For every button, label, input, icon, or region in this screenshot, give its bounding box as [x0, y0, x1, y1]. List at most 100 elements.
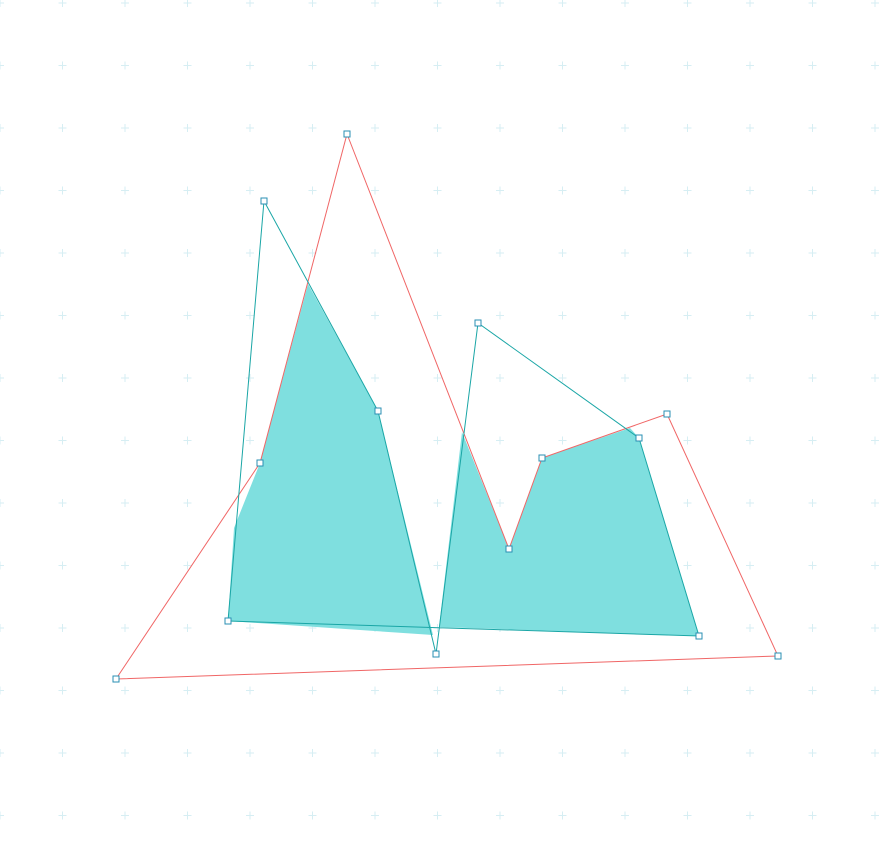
grid-cross-mark [0, 811, 4, 820]
grid-cross-mark [371, 186, 379, 195]
grid-cross-mark [433, 561, 442, 570]
grid-cross-mark [496, 61, 504, 70]
grid-cross-mark [58, 374, 67, 382]
grid-cross-mark [496, 0, 504, 7]
grid-cross-mark [871, 436, 879, 445]
grid-cross-mark [496, 436, 504, 445]
grid-cross-mark [308, 124, 317, 132]
grid-cross-mark [496, 311, 504, 320]
grid-cross-mark [746, 686, 754, 695]
grid-cross-mark [558, 61, 567, 70]
grid-cross-mark [371, 0, 379, 7]
grid-cross-mark [683, 811, 692, 820]
grid-cross-mark [558, 374, 567, 382]
background-grid [0, 0, 879, 820]
grid-cross-mark [246, 311, 254, 320]
grid-cross-mark [808, 61, 817, 70]
grid-cross-mark [0, 249, 4, 257]
grid-cross-mark [371, 61, 379, 70]
teal-polygon-vertex-handle-7[interactable] [224, 617, 232, 625]
grid-cross-mark [683, 499, 692, 507]
teal-polygon-vertex-handle-1[interactable] [260, 197, 268, 205]
grid-cross-mark [0, 624, 4, 632]
grid-cross-mark [558, 686, 567, 695]
teal-polygon-vertex-handle-5[interactable] [635, 434, 643, 442]
grid-cross-mark [246, 0, 254, 7]
grid-cross-mark [58, 624, 67, 632]
grid-cross-mark [871, 811, 879, 820]
grid-cross-mark [58, 0, 67, 7]
grid-cross-mark [121, 436, 129, 445]
grid-cross-mark [58, 186, 67, 195]
grid-cross-mark [58, 311, 67, 320]
grid-cross-mark [871, 311, 879, 320]
grid-cross-mark [183, 436, 192, 445]
grid-cross-mark [621, 249, 629, 257]
grid-cross-mark [433, 499, 442, 507]
red-polygon-vertex-handle-3[interactable] [538, 454, 546, 462]
grid-cross-mark [0, 0, 4, 7]
grid-cross-mark [871, 0, 879, 7]
grid-cross-mark [121, 624, 129, 632]
grid-cross-mark [246, 61, 254, 70]
red-polygon-vertex-handle-6[interactable] [112, 675, 120, 683]
grid-cross-mark [0, 499, 4, 507]
grid-cross-mark [683, 61, 692, 70]
grid-cross-mark [871, 624, 879, 632]
vertex-handles-layer[interactable] [112, 130, 782, 683]
grid-cross-mark [308, 686, 317, 695]
grid-cross-mark [871, 686, 879, 695]
grid-cross-mark [746, 61, 754, 70]
grid-cross-mark [621, 186, 629, 195]
grid-cross-mark [683, 374, 692, 382]
grid-cross-mark [58, 561, 67, 570]
grid-cross-mark [433, 0, 442, 7]
red-polygon-vertex-handle-1[interactable] [343, 130, 351, 138]
grid-cross-mark [808, 624, 817, 632]
grid-cross-mark [183, 561, 192, 570]
grid-cross-mark [621, 61, 629, 70]
grid-cross-mark [433, 811, 442, 820]
grid-cross-mark [496, 186, 504, 195]
grid-cross-mark [246, 374, 254, 382]
grid-cross-mark [808, 0, 817, 7]
red-polygon-vertex-handle-2[interactable] [505, 545, 513, 553]
grid-cross-mark [871, 749, 879, 757]
red-polygon-vertex-handle-5[interactable] [774, 652, 782, 660]
grid-cross-mark [58, 686, 67, 695]
grid-cross-mark [183, 186, 192, 195]
grid-cross-mark [433, 374, 442, 382]
grid-cross-mark [121, 749, 129, 757]
teal-polygon-vertex-handle-4[interactable] [474, 319, 482, 327]
red-polygon-outline [115, 132, 779, 680]
teal-polygon-vertex-handle-6[interactable] [695, 632, 703, 640]
grid-cross-mark [683, 561, 692, 570]
grid-cross-mark [246, 811, 254, 820]
grid-cross-mark [746, 811, 754, 820]
grid-cross-mark [871, 61, 879, 70]
grid-cross-mark [183, 686, 192, 695]
teal-polygon-vertex-handle-3[interactable] [432, 650, 440, 658]
grid-cross-mark [371, 811, 379, 820]
grid-cross-mark [683, 749, 692, 757]
grid-cross-mark [496, 249, 504, 257]
grid-cross-mark [58, 249, 67, 257]
grid-cross-mark [496, 811, 504, 820]
grid-cross-mark [558, 0, 567, 7]
grid-cross-mark [308, 749, 317, 757]
teal-polygon-vertex-handle-2[interactable] [374, 407, 382, 415]
grid-cross-mark [246, 124, 254, 132]
grid-cross-mark [808, 499, 817, 507]
red-polygon-vertex-handle-7[interactable] [256, 459, 264, 467]
grid-cross-mark [746, 749, 754, 757]
grid-cross-mark [433, 311, 442, 320]
grid-cross-mark [183, 124, 192, 132]
grid-cross-mark [0, 124, 4, 132]
grid-cross-mark [808, 249, 817, 257]
red-polygon-vertex-handle-4[interactable] [663, 410, 671, 418]
grid-cross-mark [558, 749, 567, 757]
grid-cross-mark [496, 749, 504, 757]
grid-cross-mark [683, 686, 692, 695]
grid-cross-mark [371, 374, 379, 382]
red-polygon-layer [115, 132, 779, 680]
